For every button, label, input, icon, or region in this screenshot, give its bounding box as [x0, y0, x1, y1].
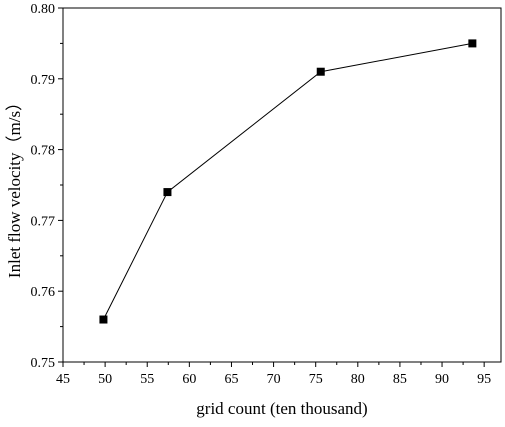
data-point-marker — [163, 188, 172, 197]
y-axis-title: Inlet flow velocity（m/s） — [5, 94, 24, 278]
x-tick-label: 70 — [267, 372, 281, 387]
x-tick-label: 75 — [309, 372, 323, 387]
x-tick-label: 60 — [182, 372, 196, 387]
x-tick-label: 95 — [477, 372, 491, 387]
data-point-marker — [468, 39, 477, 48]
series-line — [102, 42, 473, 320]
x-tick-label: 90 — [435, 372, 449, 387]
y-tick-label: 0.79 — [31, 73, 56, 88]
data-point-marker — [99, 315, 108, 324]
y-tick-label: 0.80 — [31, 2, 56, 17]
ticks: 45 50 55 60 65 70 75 80 85 90 95 0.75 0.76 0.77 0.78 0.… — [31, 2, 492, 387]
y-tick-label: 0.76 — [31, 285, 56, 300]
x-tick-label: 85 — [393, 372, 407, 387]
x-tick-label: 50 — [98, 372, 112, 387]
x-tick-label: 55 — [140, 372, 154, 387]
x-tick-label: 45 — [56, 372, 70, 387]
data-point-marker — [316, 67, 325, 76]
y-tick-label: 0.75 — [31, 356, 56, 371]
axes — [62, 7, 502, 363]
x-tick-label: 80 — [351, 372, 365, 387]
series — [99, 39, 477, 324]
y-tick-label: 0.77 — [31, 214, 56, 229]
plot-frame — [62, 7, 502, 363]
y-tick-label: 0.78 — [31, 144, 56, 159]
x-tick-label: 65 — [224, 372, 238, 387]
x-axis-title: grid count (ten thousand) — [196, 399, 367, 418]
